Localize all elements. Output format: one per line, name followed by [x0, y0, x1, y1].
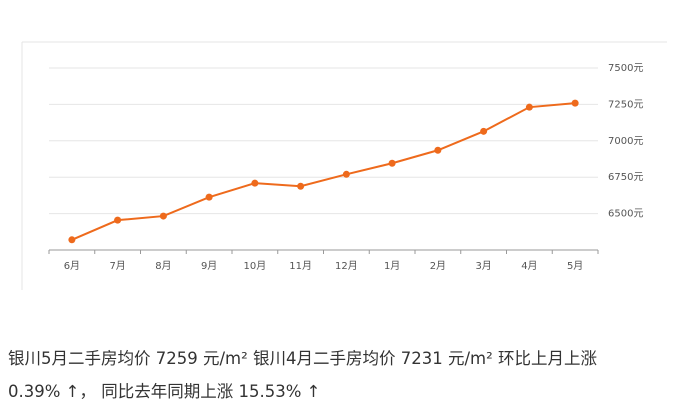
summary-line: 银川5月二手房均价 7259 元/m² 银川4月二手房均价 7231 元/m² … — [8, 349, 597, 368]
x-tick-label: 11月 — [289, 260, 312, 272]
x-tick-label: 12月 — [335, 260, 358, 272]
x-tick-label: 4月 — [521, 260, 537, 272]
x-tick-label: 1月 — [384, 260, 400, 272]
y-tick-label: 7250元 — [608, 99, 643, 110]
x-tick-label: 7月 — [109, 260, 125, 272]
x-tick-label: 10月 — [244, 260, 267, 272]
y-tick-label: 6500元 — [608, 209, 643, 220]
x-tick-label: 2月 — [430, 260, 446, 272]
x-tick-label: 3月 — [475, 260, 491, 272]
point — [114, 216, 122, 224]
point — [434, 146, 442, 154]
point — [525, 103, 533, 111]
x-tick-label: 8月 — [155, 260, 171, 272]
line — [71, 102, 576, 241]
point — [159, 212, 167, 220]
point — [480, 127, 488, 135]
y-tick-label: 6750元 — [608, 172, 643, 183]
x-tick-label: 5月 — [567, 260, 583, 272]
y-tick-label: 7500元 — [608, 63, 643, 74]
x-tick-label: 6月 — [64, 260, 80, 272]
point — [251, 179, 259, 187]
point — [205, 193, 213, 201]
summary-line: 0.39% ↑， 同比去年同期上涨 15.53% ↑ — [8, 382, 321, 401]
chart: 6500元 6750元 7000元 7250元 7500元 6月 7月 8月 9月 10月 11月 1… — [21, 41, 667, 290]
x-tick-label: 9月 — [201, 260, 217, 272]
point — [297, 182, 305, 190]
point — [388, 159, 396, 167]
y-tick-label: 7000元 — [608, 136, 643, 147]
point — [571, 99, 579, 107]
point — [68, 236, 76, 244]
point — [342, 170, 350, 178]
